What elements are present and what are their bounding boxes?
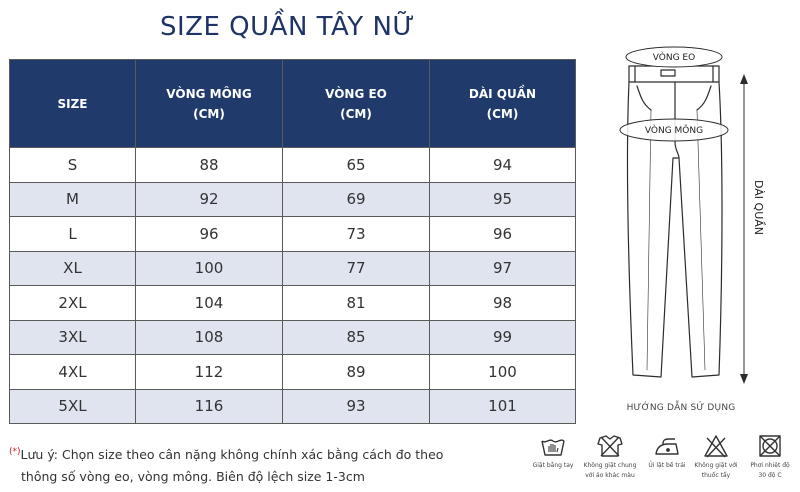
cell-size: M xyxy=(9,181,136,217)
no-tumble-dry-icon xyxy=(759,435,781,457)
header-length: DÀI QUẦN (CM) xyxy=(429,59,576,148)
cell-length: 100 xyxy=(429,354,576,390)
cell-waist: 77 xyxy=(282,250,430,286)
cell-size: 5XL xyxy=(9,388,136,424)
size-note: (*)Lưu ý: Chọn size theo cân nặng không … xyxy=(9,441,489,488)
cell-length: 101 xyxy=(429,388,576,424)
no-bleach-icon xyxy=(704,435,728,458)
cell-hip: 108 xyxy=(135,319,283,355)
page-title: SIZE QUẦN TÂY NỮ xyxy=(160,12,416,42)
cell-size: 4XL xyxy=(9,354,136,390)
cell-size: L xyxy=(9,216,136,252)
header-waist: VÒNG EO (CM) xyxy=(282,59,430,148)
table-row: 3XL 108 85 99 xyxy=(9,319,576,355)
table-row: S 88 65 94 xyxy=(9,147,576,183)
header-size: SIZE xyxy=(9,59,136,148)
cell-hip: 88 xyxy=(135,147,283,183)
table-header-row: SIZE VÒNG MÔNG (CM) VÒNG EO (CM) DÀI QUẦ… xyxy=(9,59,576,148)
care-item-hand-wash: Giặt bằng tay xyxy=(523,433,583,472)
cell-size: XL xyxy=(9,250,136,286)
size-table: SIZE VÒNG MÔNG (CM) VÒNG EO (CM) DÀI QUẦ… xyxy=(9,59,576,424)
cell-hip: 92 xyxy=(135,181,283,217)
waist-ellipse xyxy=(625,46,723,68)
cell-waist: 85 xyxy=(282,319,430,355)
cell-length: 94 xyxy=(429,147,576,183)
note-marker: (*) xyxy=(9,447,21,457)
no-mix-wash-icon xyxy=(597,435,623,457)
diagram-caption: HƯỚNG DẪN SỬ DỤNG xyxy=(626,403,736,413)
table-row: 4XL 112 89 100 xyxy=(9,354,576,390)
cell-hip: 112 xyxy=(135,354,283,390)
cell-hip: 100 xyxy=(135,250,283,286)
hand-wash-icon xyxy=(541,439,565,456)
cell-size: S xyxy=(9,147,136,183)
care-item-no-bleach: Không giặt với thuốc tẩy xyxy=(686,433,746,479)
table-row: 2XL 104 81 98 xyxy=(9,285,576,321)
cell-waist: 73 xyxy=(282,216,430,252)
hip-ellipse xyxy=(619,118,729,142)
cell-waist: 93 xyxy=(282,388,430,424)
cell-waist: 89 xyxy=(282,354,430,390)
cell-size: 2XL xyxy=(9,285,136,321)
cell-length: 97 xyxy=(429,250,576,286)
table-row: M 92 69 95 xyxy=(9,181,576,217)
length-arrow xyxy=(740,74,748,384)
cell-hip: 96 xyxy=(135,216,283,252)
length-label: DÀI QUẦN xyxy=(752,180,766,235)
cell-waist: 81 xyxy=(282,285,430,321)
care-item-iron: Ủi lật bề trái xyxy=(637,433,697,472)
cell-size: 3XL xyxy=(9,319,136,355)
cell-length: 96 xyxy=(429,216,576,252)
table-row: XL 100 77 97 xyxy=(9,250,576,286)
cell-length: 99 xyxy=(429,319,576,355)
table-row: L 96 73 96 xyxy=(9,216,576,252)
pants-diagram: VÒNG EO VÒNG MÔNG DÀI QUẦN xyxy=(619,46,766,384)
header-hip: VÒNG MÔNG (CM) xyxy=(135,59,283,148)
cell-length: 95 xyxy=(429,181,576,217)
note-line-2: thông số vòng eo, vòng mông. Biên độ lệc… xyxy=(21,469,365,485)
note-line-1: Lưu ý: Chọn size theo cân nặng không chí… xyxy=(20,447,444,463)
care-item-no-tumble-dry: Phơi nhiệt độ 30 độ C xyxy=(740,433,800,479)
hip-label: VÒNG MÔNG xyxy=(645,124,703,136)
cell-hip: 104 xyxy=(135,285,283,321)
iron-reverse-icon xyxy=(655,438,679,455)
care-item-no-mix-wash: Không giặt chung với áo khác màu xyxy=(580,433,640,479)
cell-length: 98 xyxy=(429,285,576,321)
waist-label: VÒNG EO xyxy=(653,51,695,63)
cell-waist: 69 xyxy=(282,181,430,217)
cell-hip: 116 xyxy=(135,388,283,424)
table-row: 5XL 116 93 101 xyxy=(9,388,576,424)
cell-waist: 65 xyxy=(282,147,430,183)
